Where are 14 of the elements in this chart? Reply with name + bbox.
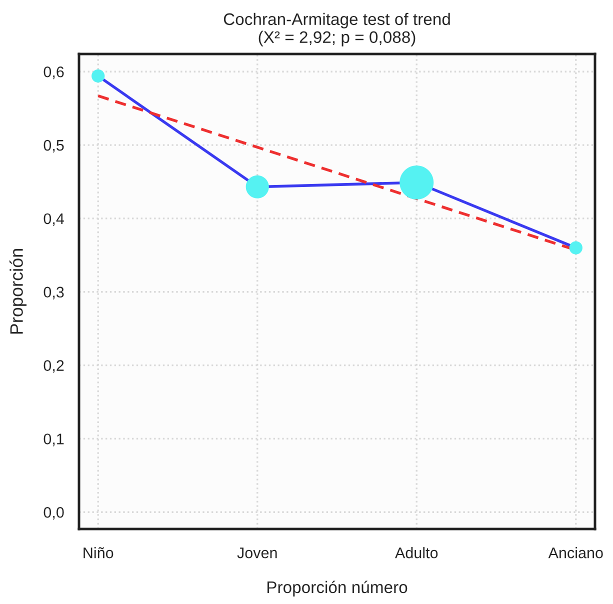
y-tick-label: 0,5 — [44, 140, 64, 153]
x-axis-title: Proporción número — [268, 580, 408, 596]
chart-title: Cochran-Armitage test of trend (X² = 2,92; p = 0,088) — [224, 12, 450, 46]
y-tick-label: 0,1 — [44, 434, 64, 446]
y-axis-title: Proporción — [9, 249, 27, 334]
y-tick-label: 0,4 — [44, 213, 64, 226]
y-tick-label: 0,6 — [44, 66, 64, 80]
x-tick-label: Joven — [237, 548, 277, 558]
x-tick-label: Adulto — [395, 547, 438, 558]
x-tick-label: Anciano — [548, 547, 603, 558]
y-tick-label: 0,0 — [44, 506, 64, 520]
y-tick-label: 0,2 — [44, 360, 64, 373]
x-tick-label: Niño — [84, 547, 114, 558]
y-tick-label: 0,3 — [44, 286, 64, 300]
